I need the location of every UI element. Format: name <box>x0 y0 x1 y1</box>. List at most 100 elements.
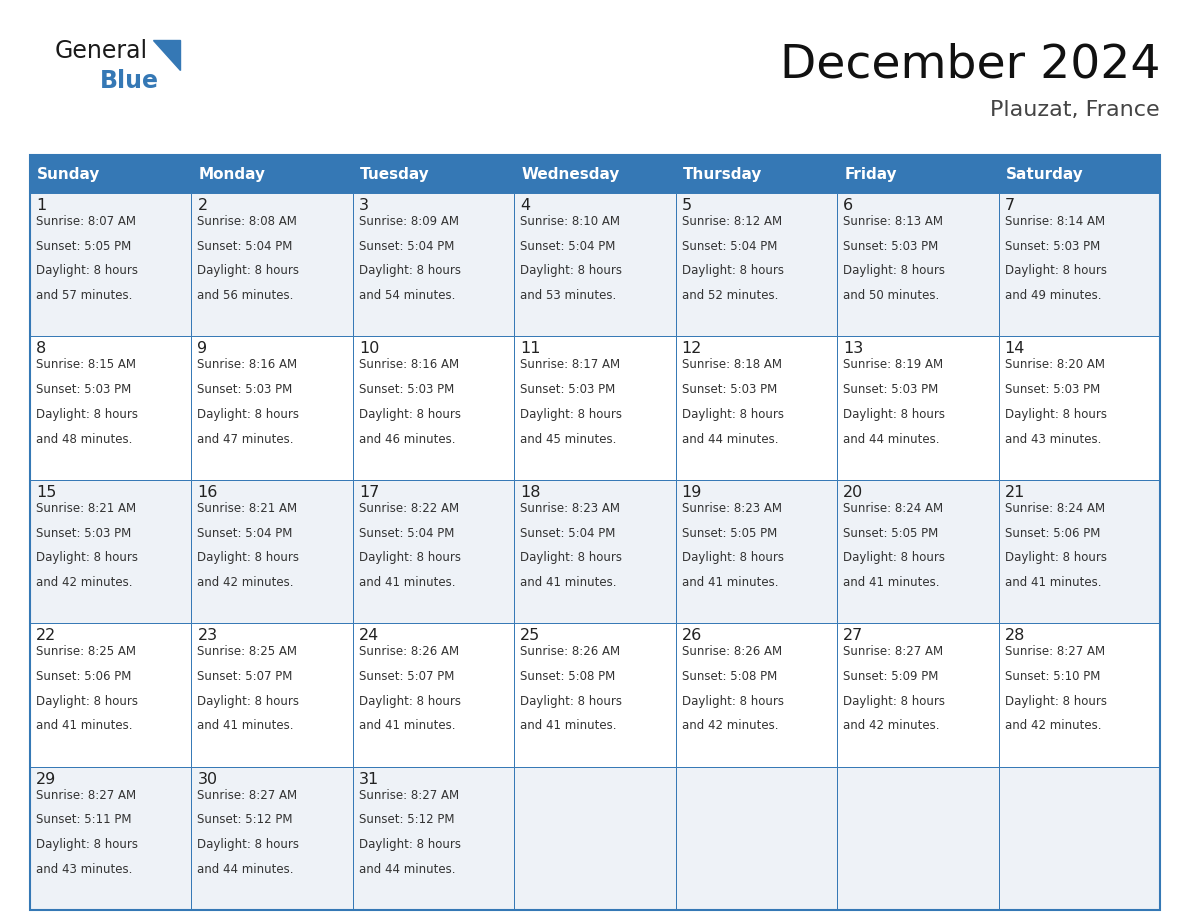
Text: 17: 17 <box>359 485 379 499</box>
Bar <box>30 623 191 767</box>
Text: Sunday: Sunday <box>37 166 100 182</box>
Text: Sunrise: 8:14 AM: Sunrise: 8:14 AM <box>1005 215 1105 228</box>
Text: Sunrise: 8:09 AM: Sunrise: 8:09 AM <box>359 215 459 228</box>
Text: Daylight: 8 hours: Daylight: 8 hours <box>682 264 784 277</box>
Text: Sunrise: 8:24 AM: Sunrise: 8:24 AM <box>1005 502 1105 515</box>
Text: Sunset: 5:03 PM: Sunset: 5:03 PM <box>843 240 939 252</box>
Bar <box>30 155 1159 910</box>
Text: Daylight: 8 hours: Daylight: 8 hours <box>197 838 299 851</box>
Text: Sunrise: 8:12 AM: Sunrise: 8:12 AM <box>682 215 782 228</box>
Text: Sunrise: 8:20 AM: Sunrise: 8:20 AM <box>1005 358 1105 372</box>
Text: December 2024: December 2024 <box>779 42 1159 87</box>
Text: Sunset: 5:03 PM: Sunset: 5:03 PM <box>36 527 131 540</box>
Bar <box>30 155 191 193</box>
Text: Sunset: 5:04 PM: Sunset: 5:04 PM <box>682 240 777 252</box>
Text: Sunset: 5:05 PM: Sunset: 5:05 PM <box>682 527 777 540</box>
Text: Sunrise: 8:27 AM: Sunrise: 8:27 AM <box>197 789 297 801</box>
Text: and 45 minutes.: and 45 minutes. <box>520 432 617 445</box>
Text: Sunset: 5:03 PM: Sunset: 5:03 PM <box>843 383 939 397</box>
Text: and 42 minutes.: and 42 minutes. <box>843 720 940 733</box>
Bar <box>838 336 999 480</box>
Text: Sunrise: 8:27 AM: Sunrise: 8:27 AM <box>843 645 943 658</box>
Bar <box>676 193 838 336</box>
Bar <box>191 623 353 767</box>
Text: 20: 20 <box>843 485 864 499</box>
Text: Sunrise: 8:23 AM: Sunrise: 8:23 AM <box>520 502 620 515</box>
Bar <box>676 480 838 623</box>
Text: Sunset: 5:12 PM: Sunset: 5:12 PM <box>197 813 293 826</box>
Text: Daylight: 8 hours: Daylight: 8 hours <box>682 551 784 565</box>
Text: Sunrise: 8:08 AM: Sunrise: 8:08 AM <box>197 215 297 228</box>
Text: and 42 minutes.: and 42 minutes. <box>197 576 293 589</box>
Text: and 41 minutes.: and 41 minutes. <box>843 576 940 589</box>
Text: Sunrise: 8:26 AM: Sunrise: 8:26 AM <box>682 645 782 658</box>
Text: Daylight: 8 hours: Daylight: 8 hours <box>359 695 461 708</box>
Text: Sunrise: 8:07 AM: Sunrise: 8:07 AM <box>36 215 135 228</box>
Polygon shape <box>153 40 181 70</box>
Text: and 44 minutes.: and 44 minutes. <box>682 432 778 445</box>
Text: Daylight: 8 hours: Daylight: 8 hours <box>359 551 461 565</box>
Text: Sunrise: 8:27 AM: Sunrise: 8:27 AM <box>1005 645 1105 658</box>
Text: and 50 minutes.: and 50 minutes. <box>843 289 940 302</box>
Text: 24: 24 <box>359 628 379 644</box>
Text: Sunrise: 8:23 AM: Sunrise: 8:23 AM <box>682 502 782 515</box>
Text: Sunrise: 8:27 AM: Sunrise: 8:27 AM <box>36 789 137 801</box>
Bar <box>999 480 1159 623</box>
Text: and 43 minutes.: and 43 minutes. <box>36 863 132 876</box>
Bar <box>30 336 191 480</box>
Text: and 41 minutes.: and 41 minutes. <box>197 720 293 733</box>
Bar <box>514 623 676 767</box>
Text: Sunrise: 8:18 AM: Sunrise: 8:18 AM <box>682 358 782 372</box>
Text: Sunset: 5:08 PM: Sunset: 5:08 PM <box>682 670 777 683</box>
Text: Sunset: 5:03 PM: Sunset: 5:03 PM <box>1005 240 1100 252</box>
Bar <box>353 155 514 193</box>
Text: Friday: Friday <box>845 166 897 182</box>
Text: 26: 26 <box>682 628 702 644</box>
Text: Sunset: 5:04 PM: Sunset: 5:04 PM <box>197 240 292 252</box>
Bar <box>191 155 353 193</box>
Text: Sunset: 5:03 PM: Sunset: 5:03 PM <box>197 383 292 397</box>
Bar <box>999 767 1159 910</box>
Text: and 46 minutes.: and 46 minutes. <box>359 432 455 445</box>
Text: Sunset: 5:03 PM: Sunset: 5:03 PM <box>36 383 131 397</box>
Text: 1: 1 <box>36 198 46 213</box>
Bar <box>191 480 353 623</box>
Text: Sunset: 5:04 PM: Sunset: 5:04 PM <box>520 240 615 252</box>
Text: Sunrise: 8:22 AM: Sunrise: 8:22 AM <box>359 502 459 515</box>
Text: 11: 11 <box>520 341 541 356</box>
Text: Sunset: 5:08 PM: Sunset: 5:08 PM <box>520 670 615 683</box>
Text: Daylight: 8 hours: Daylight: 8 hours <box>520 408 623 420</box>
Text: and 41 minutes.: and 41 minutes. <box>359 720 455 733</box>
Text: 10: 10 <box>359 341 379 356</box>
Text: 3: 3 <box>359 198 368 213</box>
Text: Sunrise: 8:13 AM: Sunrise: 8:13 AM <box>843 215 943 228</box>
Text: and 41 minutes.: and 41 minutes. <box>36 720 133 733</box>
Text: and 53 minutes.: and 53 minutes. <box>520 289 617 302</box>
Text: Thursday: Thursday <box>683 166 762 182</box>
Text: Daylight: 8 hours: Daylight: 8 hours <box>197 264 299 277</box>
Text: General: General <box>55 39 148 63</box>
Text: and 44 minutes.: and 44 minutes. <box>843 432 940 445</box>
Text: and 41 minutes.: and 41 minutes. <box>359 576 455 589</box>
Text: Daylight: 8 hours: Daylight: 8 hours <box>36 551 138 565</box>
Text: Tuesday: Tuesday <box>360 166 430 182</box>
Bar <box>838 480 999 623</box>
Text: 31: 31 <box>359 772 379 787</box>
Text: Daylight: 8 hours: Daylight: 8 hours <box>1005 408 1106 420</box>
Text: and 54 minutes.: and 54 minutes. <box>359 289 455 302</box>
Bar <box>353 767 514 910</box>
Text: 29: 29 <box>36 772 56 787</box>
Text: Sunset: 5:11 PM: Sunset: 5:11 PM <box>36 813 132 826</box>
Text: Sunrise: 8:10 AM: Sunrise: 8:10 AM <box>520 215 620 228</box>
Text: and 49 minutes.: and 49 minutes. <box>1005 289 1101 302</box>
Text: Daylight: 8 hours: Daylight: 8 hours <box>36 695 138 708</box>
Text: Daylight: 8 hours: Daylight: 8 hours <box>1005 551 1106 565</box>
Bar <box>999 155 1159 193</box>
Text: Sunset: 5:05 PM: Sunset: 5:05 PM <box>843 527 939 540</box>
Text: Sunset: 5:10 PM: Sunset: 5:10 PM <box>1005 670 1100 683</box>
Bar <box>30 193 191 336</box>
Text: Sunset: 5:03 PM: Sunset: 5:03 PM <box>682 383 777 397</box>
Text: 28: 28 <box>1005 628 1025 644</box>
Text: and 43 minutes.: and 43 minutes. <box>1005 432 1101 445</box>
Text: 12: 12 <box>682 341 702 356</box>
